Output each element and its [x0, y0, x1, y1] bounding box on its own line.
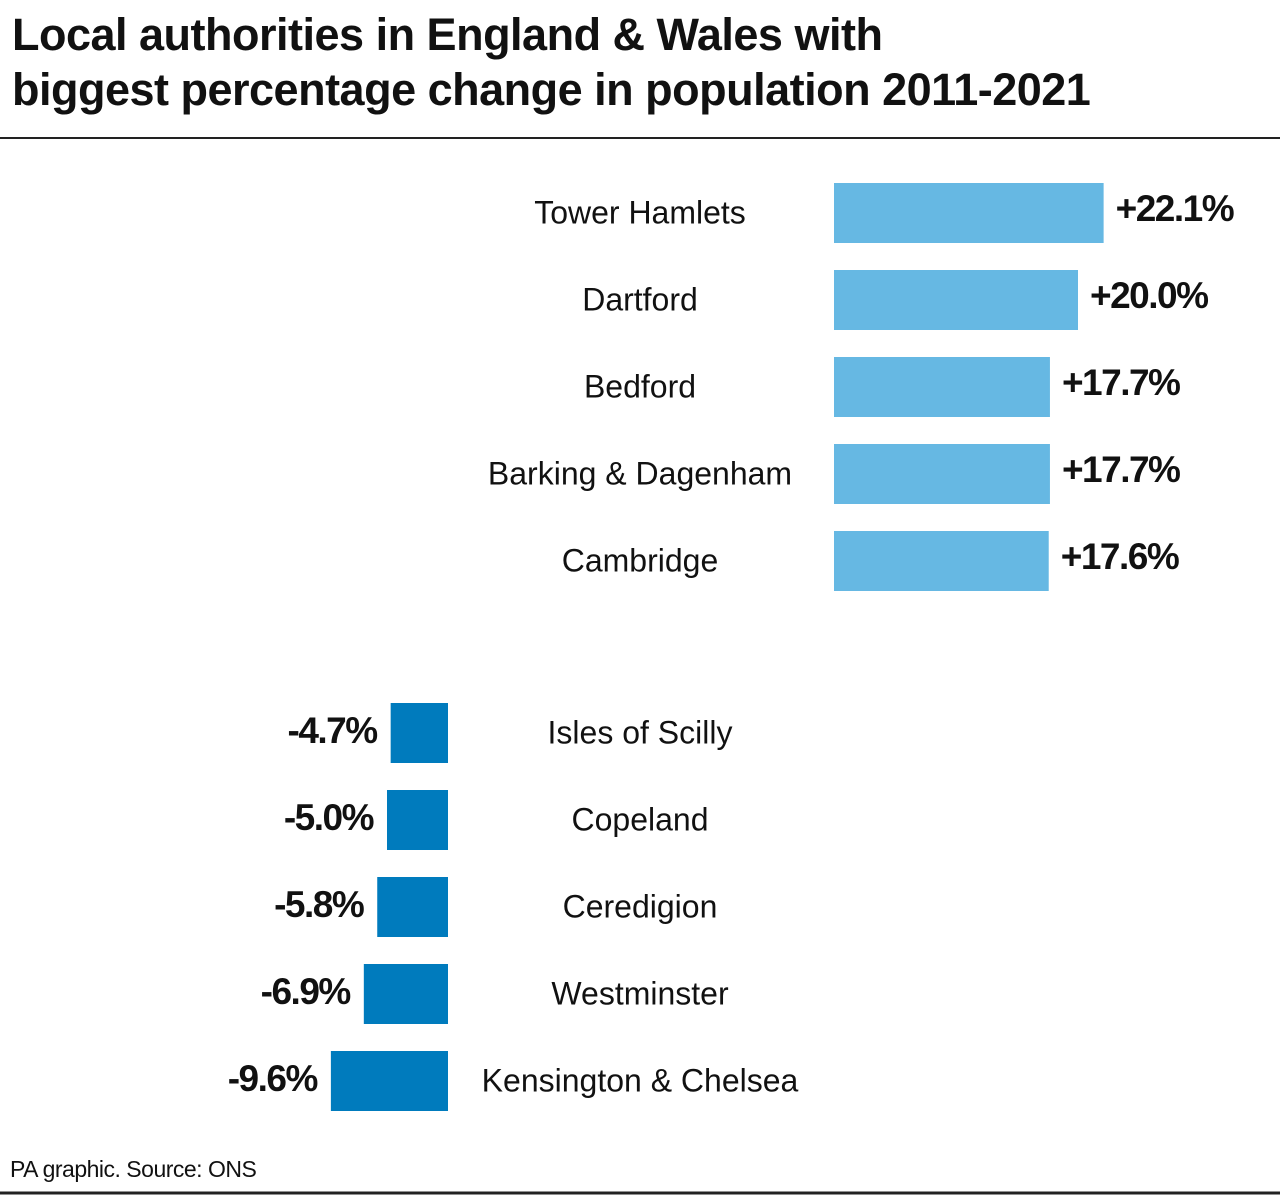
category-label: Copeland [572, 801, 709, 837]
bar [390, 703, 448, 763]
category-label: Barking & Dagenham [488, 455, 792, 491]
category-label: Cambridge [562, 542, 719, 578]
value-label: +22.1% [1116, 188, 1234, 229]
category-label: Ceredigion [563, 888, 718, 924]
bar [387, 790, 448, 850]
category-label: Tower Hamlets [534, 194, 746, 230]
value-label: -9.6% [228, 1058, 318, 1099]
category-label: Westminster [551, 975, 729, 1011]
bar [377, 877, 448, 937]
category-label: Bedford [584, 368, 696, 404]
value-label: +17.7% [1062, 449, 1180, 490]
value-label: -4.7% [288, 710, 378, 751]
bar [330, 1051, 448, 1111]
bar [363, 964, 448, 1024]
category-label: Isles of Scilly [548, 714, 733, 750]
bar [834, 357, 1050, 417]
category-label: Kensington & Chelsea [482, 1062, 799, 1098]
chart-title: biggest percentage change in population … [12, 64, 1090, 115]
value-label: +17.7% [1062, 362, 1180, 403]
value-label: -6.9% [261, 971, 351, 1012]
bar [834, 444, 1050, 504]
bar [834, 531, 1049, 591]
value-label: +17.6% [1061, 536, 1179, 577]
category-label: Dartford [582, 281, 698, 317]
bar [834, 270, 1078, 330]
source-note: PA graphic. Source: ONS [10, 1156, 256, 1182]
value-label: -5.8% [274, 884, 364, 925]
chart-title: Local authorities in England & Wales wit… [12, 9, 882, 60]
value-label: -5.0% [284, 797, 374, 838]
value-label: +20.0% [1090, 275, 1208, 316]
bar [834, 183, 1104, 243]
